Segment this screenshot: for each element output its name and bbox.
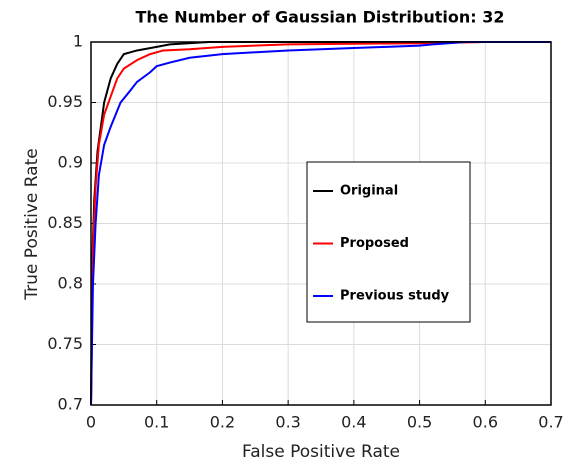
y-tick-label: 0.75 (47, 334, 83, 353)
x-tick-label: 0.2 (210, 413, 235, 432)
legend-label: Proposed (340, 236, 409, 251)
roc-line (90, 41, 551, 406)
x-tick-label: 0.4 (341, 413, 366, 432)
plot-frame (90, 41, 552, 406)
y-tick-label: 0.9 (58, 153, 83, 172)
chart-title: The Number of Gaussian Distribution: 32 (136, 8, 505, 27)
legend: Original Proposed Previous study (306, 161, 471, 323)
y-tick-label: 0.85 (47, 213, 83, 232)
legend-label: Previous study (340, 289, 450, 304)
x-tick-label: 0.1 (144, 413, 169, 432)
x-tick-label: 0.6 (473, 413, 498, 432)
y-tick-label: 1 (73, 32, 83, 51)
y-axis-label: True Positive Rate (22, 148, 42, 300)
x-tick-label: 0 (86, 413, 96, 432)
x-axis-label: False Positive Rate (242, 442, 400, 462)
x-tick-label: 0.5 (407, 413, 432, 432)
roc-line (90, 41, 551, 406)
x-tick-label: 0.3 (275, 413, 300, 432)
legend-box (306, 161, 471, 323)
y-tick-label: 0.95 (47, 92, 83, 111)
y-tick-label: 0.8 (58, 274, 83, 293)
x-tick-label: 0.7 (538, 413, 563, 432)
y-tick-label: 0.7 (58, 395, 83, 414)
legend-label: Original (340, 184, 398, 199)
